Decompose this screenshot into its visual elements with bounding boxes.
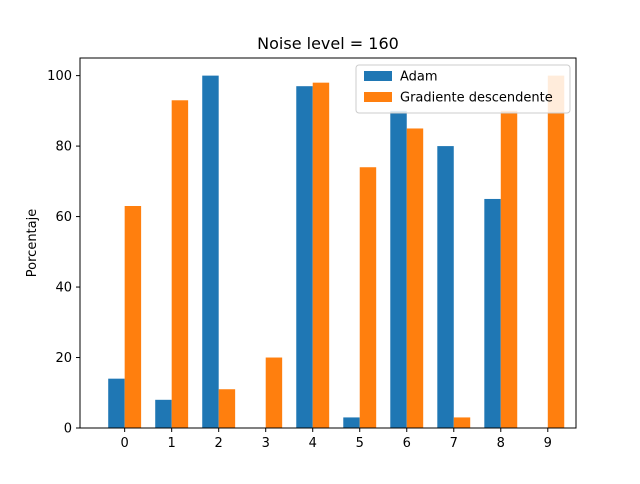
bar-adam-6 [390, 110, 407, 428]
y-tick-label: 80 [55, 140, 72, 155]
y-tick-label: 40 [55, 281, 72, 296]
bar-adam-0 [108, 378, 125, 428]
bar-gradiente-descendente-8 [500, 110, 518, 428]
bar-gradiente-descendente-0 [124, 206, 142, 428]
x-tick-label: 4 [309, 436, 317, 451]
bars-group [108, 75, 565, 429]
y-tick-label: 60 [55, 210, 72, 225]
axes-group: 0 1 2 3 4 5 6 7 8 9 0 20 40 60 80 100 [47, 57, 577, 451]
x-tick-label: 5 [356, 436, 364, 451]
bar-gradiente-descendente-3 [265, 357, 283, 428]
x-tick-label: 0 [121, 436, 129, 451]
bar-adam-1 [155, 399, 172, 428]
bar-gradiente-descendente-5 [359, 167, 377, 428]
y-tick-label: 0 [64, 422, 72, 437]
legend-label-gradiente-descendente: Gradiente descendente [400, 91, 553, 106]
bar-adam-7 [437, 146, 454, 428]
x-tick-label: 8 [497, 436, 505, 451]
x-tick-label: 1 [168, 436, 176, 451]
y-axis-label: Porcentaje [25, 209, 40, 277]
bar-gradiente-descendente-7 [453, 417, 471, 428]
y-tick-label: 100 [47, 69, 72, 84]
bar-adam-5 [343, 417, 360, 428]
legend: Adam Gradiente descendente [355, 64, 571, 114]
x-tick-label: 7 [450, 436, 458, 451]
legend-swatch-adam [364, 71, 392, 81]
bar-gradiente-descendente-4 [312, 82, 330, 429]
y-tick-label: 20 [55, 351, 72, 366]
bar-gradiente-descendente-1 [171, 100, 189, 429]
x-tick-label: 2 [215, 436, 223, 451]
bar-gradiente-descendente-2 [218, 389, 236, 428]
axes-frame [79, 57, 577, 429]
legend-swatch-gradiente-descendente [364, 92, 392, 102]
bar-gradiente-descendente-9 [547, 75, 565, 428]
x-tick-label: 9 [544, 436, 552, 451]
x-tick-label: 6 [403, 436, 411, 451]
legend-label-adam: Adam [400, 70, 438, 85]
bar-adam-4 [296, 86, 313, 428]
x-tick-label: 3 [262, 436, 270, 451]
legend-box [355, 64, 571, 114]
bar-adam-2 [202, 75, 219, 428]
bar-adam-8 [484, 198, 501, 428]
chart-title: Noise level = 160 [257, 34, 399, 53]
bar-gradiente-descendente-6 [406, 128, 424, 428]
